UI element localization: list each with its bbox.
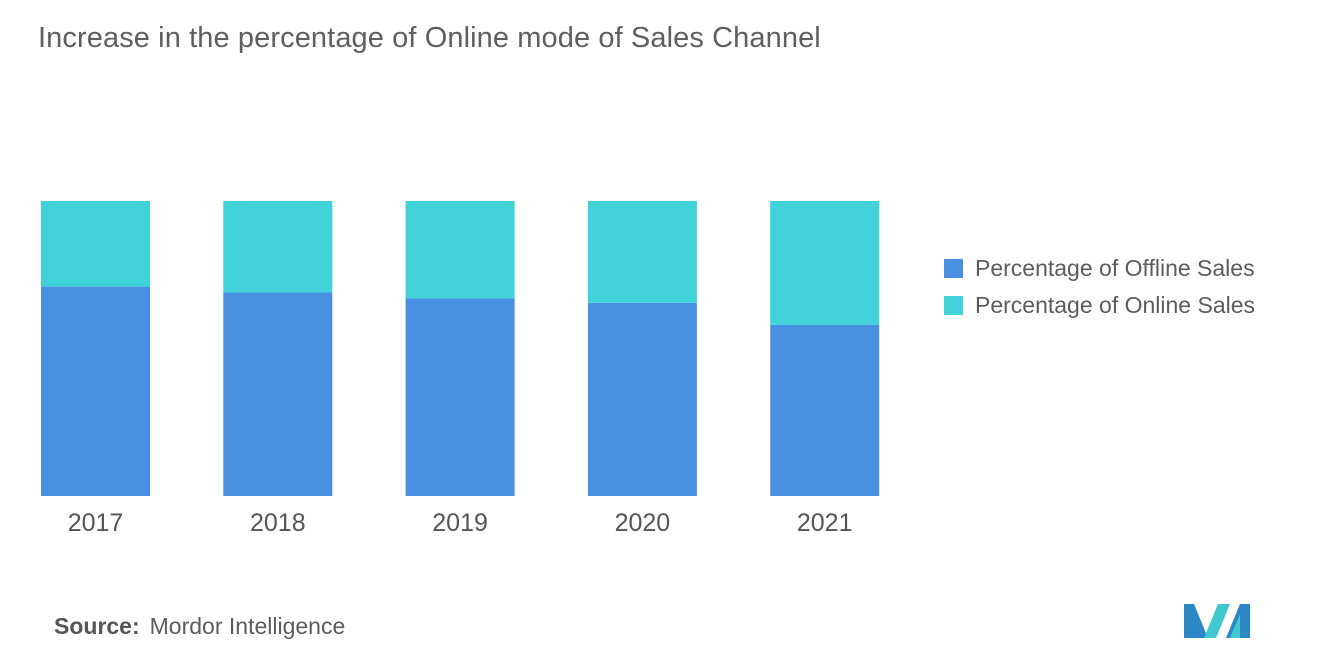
x-tick-label-2019: 2019: [432, 509, 488, 537]
bar-offline-2020: [587, 302, 697, 496]
bar-offline-2021: [770, 324, 880, 496]
bar-offline-2019: [405, 298, 515, 496]
source-note: Source: Mordor Intelligence: [54, 613, 345, 640]
legend-item-offline: Percentage of Offline Sales: [944, 250, 1255, 287]
source-value: Mordor Intelligence: [149, 613, 346, 639]
mordor-intelligence-logo-icon: [1184, 604, 1250, 638]
bar-online-2021: [770, 201, 880, 325]
bar-offline-2018: [223, 292, 333, 496]
legend-label-online: Percentage of Online Sales: [975, 292, 1256, 318]
chart-title: Increase in the percentage of Online mod…: [38, 22, 821, 54]
legend-label-offline: Percentage of Offline Sales: [975, 255, 1255, 281]
bar-online-2020: [587, 201, 697, 303]
source-key: Source:: [54, 613, 140, 639]
legend-swatch-online: [944, 296, 963, 315]
x-tick-label-2020: 2020: [615, 509, 671, 537]
bar-online-2018: [223, 201, 333, 293]
bar-group: [41, 201, 880, 496]
bar-online-2017: [41, 201, 150, 287]
x-tick-label-2017: 2017: [68, 509, 124, 537]
x-tick-label-2021: 2021: [797, 509, 853, 537]
x-tick-label-2018: 2018: [250, 509, 306, 537]
legend-item-online: Percentage of Online Sales: [944, 287, 1255, 324]
x-axis-ticks: 2017 2018 2019 2020 2021: [68, 509, 853, 537]
legend: Percentage of Offline Sales Percentage o…: [944, 250, 1255, 324]
bar-online-2019: [405, 201, 515, 299]
bar-offline-2017: [41, 286, 150, 496]
legend-swatch-offline: [944, 259, 963, 278]
